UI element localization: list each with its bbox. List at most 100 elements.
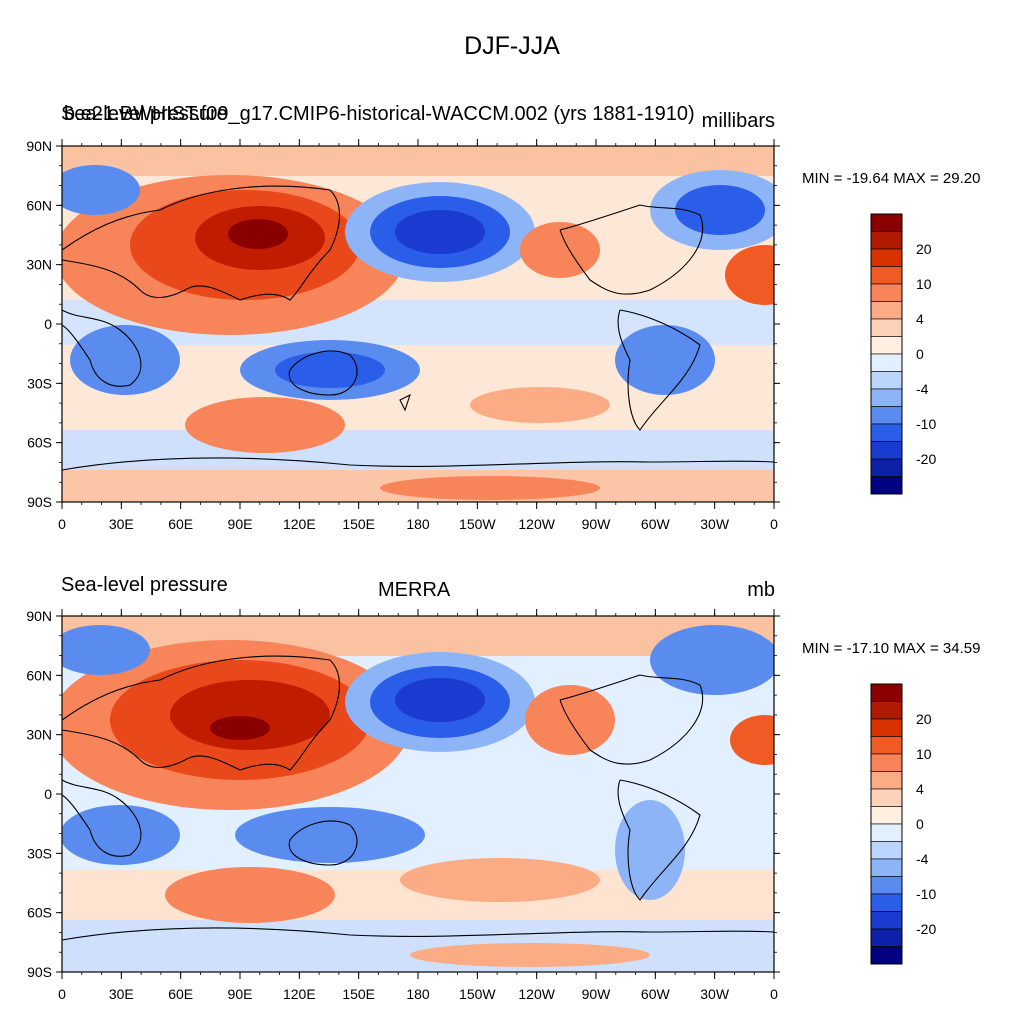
colorbar-swatch [870, 718, 903, 737]
lat-label: 0 [44, 786, 52, 802]
colorbar-swatch [870, 858, 903, 877]
colorbar-swatch [870, 841, 903, 860]
colorbar-label: 4 [916, 781, 924, 797]
lon-label: 120W [518, 516, 555, 532]
map-axes: 90N 60N 30N 0 30S 60S 90S 0 30E 60E 90E 120E 150E 180… [26, 138, 780, 1002]
colorbar-swatch [870, 458, 903, 477]
lon-label: 30E [109, 986, 134, 1002]
lon-label: 30W [700, 986, 730, 1002]
lon-label: 150W [459, 516, 496, 532]
colorbar-swatch [870, 946, 903, 965]
panel1-arctic-high [62, 146, 774, 176]
colorbar-swatch [870, 213, 903, 232]
colorbar-label: -4 [916, 381, 929, 397]
lat-label: 30N [26, 257, 52, 273]
colorbar-swatch [870, 788, 903, 807]
colorbar-label: 0 [916, 346, 924, 362]
colorbar-swatch [870, 823, 903, 842]
lon-label: 180 [406, 986, 430, 1002]
lon-label: 0 [58, 516, 66, 532]
panel1-left-title: Sea-level pressure [61, 103, 228, 125]
lon-label: 90W [582, 986, 612, 1002]
colorbar-swatch [870, 231, 903, 250]
colorbar-swatch [870, 353, 903, 372]
colorbar-swatch [870, 248, 903, 267]
colorbar-swatch [870, 283, 903, 302]
lon-label: 150E [342, 986, 375, 1002]
lon-label: 120E [283, 516, 316, 532]
colorbar-label: -10 [916, 886, 936, 902]
lat-label: 90S [27, 964, 52, 980]
lon-label: 120E [283, 986, 316, 1002]
panel1-arctic-low-west [62, 165, 140, 215]
colorbar-label: -4 [916, 851, 929, 867]
lat-label: 90N [26, 608, 52, 624]
lat-label: 0 [44, 316, 52, 332]
panel2-units: mb [747, 579, 775, 601]
lon-label: 30E [109, 516, 134, 532]
lon-label: 90W [582, 516, 612, 532]
lat-label: 60N [26, 667, 52, 683]
panel2-antarctic-low [62, 920, 774, 972]
colorbar-swatch [870, 441, 903, 460]
panel2-azores-high [730, 715, 774, 765]
panel2-pacific-high [400, 858, 600, 902]
colorbar-swatch [870, 476, 903, 495]
lat-label: 90S [27, 494, 52, 510]
lon-label: 90E [228, 986, 253, 1002]
panel1-azores-high [725, 245, 774, 305]
colorbar-frame [870, 213, 903, 495]
lon-label: 60E [168, 516, 193, 532]
colorbar-label: 20 [916, 711, 932, 727]
lon-label: 90E [228, 516, 253, 532]
lat-label: 60S [27, 905, 52, 921]
lon-label: 150W [459, 986, 496, 1002]
lon-label: 0 [770, 516, 778, 532]
panel1-units: millibars [701, 110, 775, 132]
colorbar-swatch [870, 753, 903, 772]
panel1-southern-ocean-low [62, 430, 774, 470]
colorbar-swatch [870, 893, 903, 912]
panel2-arctic-low-west [62, 625, 150, 675]
colorbar-swatch [870, 911, 903, 930]
colorbar-swatch [870, 806, 903, 825]
colorbar-swatch [870, 928, 903, 947]
colorbar-swatch [870, 406, 903, 425]
colorbar-label: 0 [916, 816, 924, 832]
colorbar-label: 4 [916, 311, 924, 327]
colorbar-label: 20 [916, 241, 932, 257]
lat-label: 90N [26, 138, 52, 154]
colorbar-label: 10 [916, 276, 932, 292]
lat-label: 60N [26, 197, 52, 213]
panel2-min-max: MIN = -17.10 MAX = 34.59 [802, 640, 981, 657]
lon-label: 0 [770, 986, 778, 1002]
lon-label: 30W [700, 516, 730, 532]
colorbar-label: -10 [916, 416, 936, 432]
colorbar-swatch [870, 301, 903, 320]
lat-label: 30S [27, 845, 52, 861]
colorbars: 20 10 4 0 -4 -10 -20 20 10 4 0 -4 -10 -20 [870, 213, 936, 965]
colorbar-swatch [870, 266, 903, 285]
panel2-field [62, 616, 774, 972]
panel2-icelandic-low [650, 625, 774, 695]
panel1-na-high [520, 222, 600, 278]
colorbar-swatch [870, 371, 903, 390]
panel1-pacific-high [470, 387, 610, 423]
colorbar-label: 10 [916, 746, 932, 762]
colorbar-swatch [870, 701, 903, 720]
colorbar-swatch [870, 683, 903, 702]
panel2-indian-ocean-high [165, 867, 335, 923]
lon-label: 120W [518, 986, 555, 1002]
colorbar-swatch [870, 423, 903, 442]
colorbar-label: -20 [916, 921, 936, 937]
panel1-africa-low [70, 325, 180, 395]
panel2-australia-low [235, 807, 425, 863]
colorbar-swatch [870, 771, 903, 790]
lon-label: 180 [406, 516, 430, 532]
panel1-coastlines [62, 185, 774, 471]
panel1-indian-ocean-high [185, 397, 345, 453]
colorbar-swatch [870, 388, 903, 407]
colorbar-swatch [870, 736, 903, 755]
page-title: DJF-JJA [464, 32, 560, 60]
